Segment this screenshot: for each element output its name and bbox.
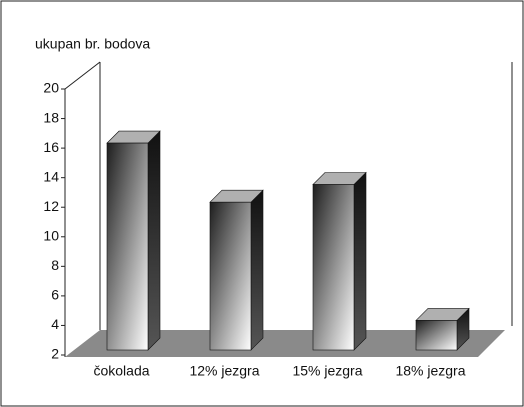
bar-front	[209, 201, 252, 351]
bar-front	[312, 184, 355, 351]
bar-side	[147, 130, 161, 351]
bar	[415, 307, 470, 351]
y-tick-label: 18	[43, 109, 59, 125]
x-tick-label: 18% jezgra	[395, 363, 465, 379]
wall-edge	[64, 61, 101, 90]
y-tick-label: 12	[43, 198, 59, 214]
bar	[209, 189, 264, 351]
y-tick-label: 20	[43, 80, 59, 96]
y-tick-label: 4	[51, 316, 59, 332]
chart-title: ukupan br. bodova	[35, 36, 150, 52]
y-tick-label: 10	[43, 227, 59, 243]
x-tick-label: čokolada	[93, 363, 149, 379]
bar-side	[353, 171, 367, 351]
y-tick-label: 16	[43, 139, 59, 155]
y-tick-label: 6	[51, 287, 59, 303]
y-tick-label: 14	[43, 168, 59, 184]
bar-front	[106, 142, 149, 351]
bar-front	[415, 320, 458, 351]
bar-side	[250, 189, 264, 351]
bar	[106, 130, 161, 351]
bar	[312, 171, 367, 351]
x-tick-label: 15% jezgra	[292, 363, 362, 379]
y-tick-label: 8	[51, 257, 59, 273]
floor	[65, 330, 505, 357]
x-tick-label: 12% jezgra	[189, 363, 259, 379]
y-tick-label: 2	[51, 346, 59, 362]
